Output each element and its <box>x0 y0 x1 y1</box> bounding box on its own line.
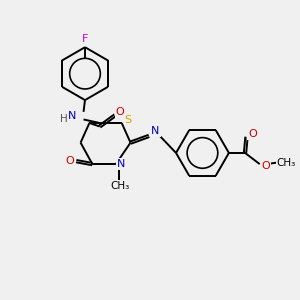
Text: F: F <box>82 34 88 44</box>
Text: O: O <box>116 107 124 117</box>
Text: S: S <box>124 115 132 125</box>
Text: O: O <box>248 129 257 139</box>
Text: O: O <box>65 156 74 166</box>
Text: CH₃: CH₃ <box>277 158 296 168</box>
Text: N: N <box>151 127 160 136</box>
Text: N: N <box>68 111 76 121</box>
Text: N: N <box>117 159 125 169</box>
Text: O: O <box>262 160 271 171</box>
Text: CH₃: CH₃ <box>111 181 130 191</box>
Text: H: H <box>60 114 68 124</box>
